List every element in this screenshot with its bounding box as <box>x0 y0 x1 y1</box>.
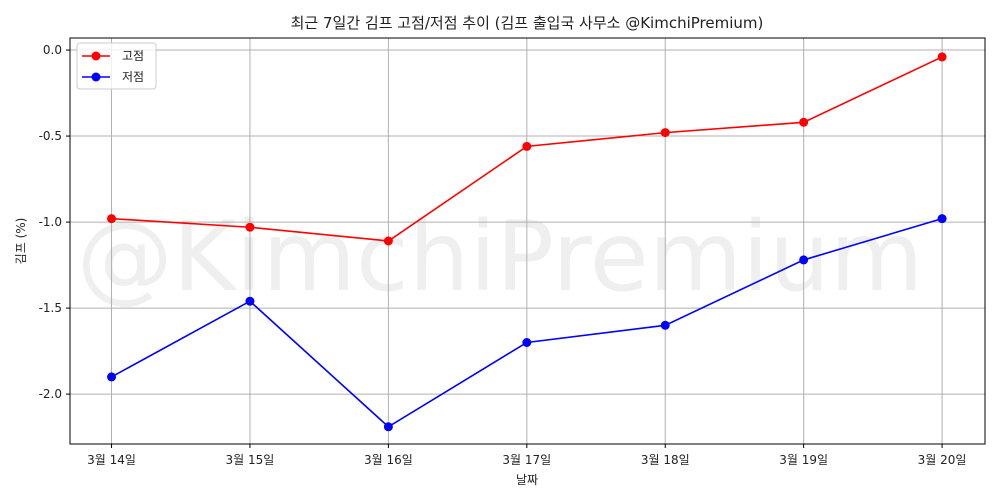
data-point <box>107 372 117 382</box>
legend-frame <box>76 42 157 90</box>
y-axis-label: 김프 (%) <box>14 218 28 265</box>
data-point <box>799 117 809 127</box>
series-group <box>107 52 947 432</box>
y-tick-label: 0.0 <box>43 43 62 57</box>
chart-title: 최근 7일간 김프 고점/저점 추이 (김프 출입국 사무소 @KimchiPr… <box>291 14 764 32</box>
ticks: 3월 14일 3월 15일 3월 16일 3월 17일 3월 18일 3월 19일 3월 2… <box>39 43 967 467</box>
x-tick-label: 3월 15일 <box>226 453 275 467</box>
x-tick-label: 3월 18일 <box>641 453 690 467</box>
data-point <box>383 422 393 432</box>
data-point <box>660 128 670 138</box>
data-point <box>522 141 532 151</box>
y-tick-label: -0.5 <box>39 129 62 143</box>
y-tick-label: -1.0 <box>39 215 62 229</box>
data-point <box>660 320 670 330</box>
legend-label: 저점 <box>122 70 144 84</box>
data-point <box>383 236 393 246</box>
y-tick-label: -1.5 <box>39 301 62 315</box>
data-point <box>107 214 117 224</box>
x-tick-label: 3월 16일 <box>364 453 413 467</box>
y-tick-label: -2.0 <box>39 387 62 401</box>
x-axis-label: 날짜 <box>516 473 538 487</box>
data-point <box>937 214 947 224</box>
legend-marker <box>91 72 101 82</box>
grid <box>70 38 985 444</box>
watermark: @KimchiPremium <box>77 201 924 313</box>
data-point <box>245 222 255 232</box>
data-point <box>799 255 809 265</box>
legend-marker <box>91 51 101 61</box>
x-tick-label: 3월 17일 <box>502 453 551 467</box>
legend-label: 고점 <box>122 49 144 63</box>
plot-frame <box>69 37 986 445</box>
x-tick-label: 3월 20일 <box>918 453 967 467</box>
data-point <box>937 52 947 62</box>
x-tick-label: 3월 14일 <box>87 453 136 467</box>
data-point <box>245 296 255 306</box>
x-tick-label: 3월 19일 <box>779 453 828 467</box>
data-point <box>522 338 532 347</box>
